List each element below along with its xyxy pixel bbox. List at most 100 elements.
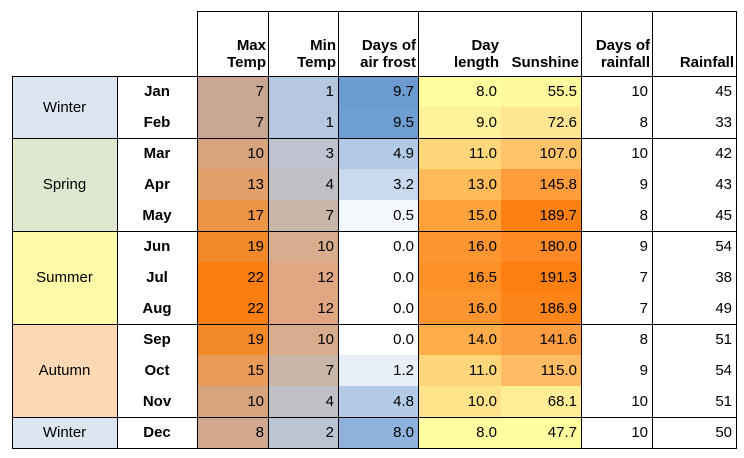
value-cell-max: 22 <box>197 293 268 324</box>
value-cell-day: 11.0 <box>418 138 501 169</box>
value-cell-day: 13.0 <box>418 169 501 200</box>
value-cell-rdays: 9 <box>639 362 648 379</box>
value-cell-min: 12 <box>268 262 338 293</box>
value-cell-rain: 38 <box>715 269 732 286</box>
value-cell-frost: 4.9 <box>338 138 418 169</box>
value-cell-sun: 191.3 <box>501 262 581 293</box>
column-header-line <box>501 37 579 54</box>
column-header-line: Max <box>236 37 266 54</box>
value-cell-frost: 0.0 <box>338 262 418 293</box>
value-cell-sun: 180.0 <box>501 231 581 262</box>
grid-line <box>117 76 118 448</box>
value-cell-max: 13 <box>197 169 268 200</box>
value-cell-min: 1 <box>268 107 338 138</box>
grid-line <box>12 324 737 325</box>
month-label: Feb <box>143 114 171 131</box>
value-cell-day: 9.0 <box>418 107 501 138</box>
month-label: Jul <box>146 269 168 286</box>
value-cell-max: 7 <box>197 76 268 107</box>
value-cell-max: 7 <box>197 107 268 138</box>
value-cell-min: 10 <box>268 231 338 262</box>
month-label: Oct <box>144 362 170 379</box>
grid-line <box>197 11 198 448</box>
value-cell-frost: 0.0 <box>338 293 418 324</box>
value-cell-sun: 115.0 <box>501 355 581 386</box>
value-cell-min: 4 <box>268 386 338 417</box>
value-cell-rain: 51 <box>715 393 732 410</box>
value-cell-min: 10 <box>268 324 338 355</box>
value-cell-min: 3 <box>268 138 338 169</box>
value-cell-rain: 49 <box>715 300 732 317</box>
value-cell-day: 11.0 <box>418 355 501 386</box>
value-cell-rain: 45 <box>715 83 732 100</box>
month-label: Dec <box>143 424 171 441</box>
value-cell-frost: 0.0 <box>338 324 418 355</box>
value-cell-rdays: 10 <box>631 424 648 441</box>
month-label: Aug <box>142 300 172 317</box>
value-cell-rain: 42 <box>715 145 732 162</box>
value-cell-max: 10 <box>197 138 268 169</box>
grid-line <box>12 138 737 139</box>
value-cell-day: 8.0 <box>418 417 501 448</box>
value-cell-rdays: 9 <box>639 238 648 255</box>
value-cell-day: 16.5 <box>418 262 501 293</box>
value-cell-rain: 54 <box>715 238 732 255</box>
column-header-line: Min <box>310 37 336 54</box>
column-header-line: rainfall <box>600 54 650 71</box>
season-cell: Spring <box>12 138 117 231</box>
column-header-air-frost: Days of air frost <box>338 37 418 73</box>
value-cell-frost: 9.7 <box>338 76 418 107</box>
value-cell-min: 4 <box>268 169 338 200</box>
value-cell-min: 1 <box>268 76 338 107</box>
value-cell-rain: 50 <box>715 424 732 441</box>
value-cell-day: 14.0 <box>418 324 501 355</box>
grid-line <box>12 76 737 77</box>
grid-line <box>338 11 339 448</box>
value-cell-sun: 47.7 <box>501 417 581 448</box>
month-label: Sep <box>143 331 171 348</box>
column-header-line: length <box>454 54 499 71</box>
value-cell-day: 16.0 <box>418 231 501 262</box>
value-cell-day: 10.0 <box>418 386 501 417</box>
column-header-min-temp: Min Temp <box>268 37 338 73</box>
value-cell-rdays: 10 <box>631 393 648 410</box>
value-cell-rdays: 10 <box>631 145 648 162</box>
value-cell-sun: 68.1 <box>501 386 581 417</box>
value-cell-frost: 8.0 <box>338 417 418 448</box>
grid-line <box>12 417 737 418</box>
column-header-line: Sunshine <box>511 54 579 71</box>
value-cell-max: 19 <box>197 324 268 355</box>
value-cell-frost: 0.5 <box>338 200 418 231</box>
value-cell-rain: 43 <box>715 176 732 193</box>
value-cell-frost: 1.2 <box>338 355 418 386</box>
column-header-line: Rainfall <box>679 54 734 71</box>
value-cell-rain: 51 <box>715 331 732 348</box>
column-header-rainfall: Rainfall <box>652 37 736 73</box>
value-cell-frost: 9.5 <box>338 107 418 138</box>
season-cell: Autumn <box>12 324 117 417</box>
value-cell-day: 15.0 <box>418 200 501 231</box>
value-cell-max: 10 <box>197 386 268 417</box>
value-cell-sun: 141.6 <box>501 324 581 355</box>
column-header-line: Days of <box>361 37 416 54</box>
column-header-line <box>652 37 734 54</box>
month-label: Jun <box>143 238 171 255</box>
value-cell-rain: 33 <box>715 114 732 131</box>
value-cell-rain: 54 <box>715 362 732 379</box>
column-header-line: Days of <box>595 37 650 54</box>
value-cell-sun: 107.0 <box>501 138 581 169</box>
grid-line <box>418 11 419 448</box>
value-cell-rain: 45 <box>715 207 732 224</box>
season-cell: Summer <box>12 231 117 324</box>
value-cell-min: 7 <box>268 355 338 386</box>
value-cell-max: 8 <box>197 417 268 448</box>
month-label: Jan <box>144 83 170 100</box>
season-cell: Winter <box>12 417 117 448</box>
value-cell-sun: 186.9 <box>501 293 581 324</box>
grid-line <box>652 11 653 448</box>
value-cell-max: 15 <box>197 355 268 386</box>
column-header-line: Temp <box>297 54 336 71</box>
grid-line <box>12 231 737 232</box>
column-header-line: Day <box>471 37 499 54</box>
value-cell-rdays: 8 <box>639 207 648 224</box>
